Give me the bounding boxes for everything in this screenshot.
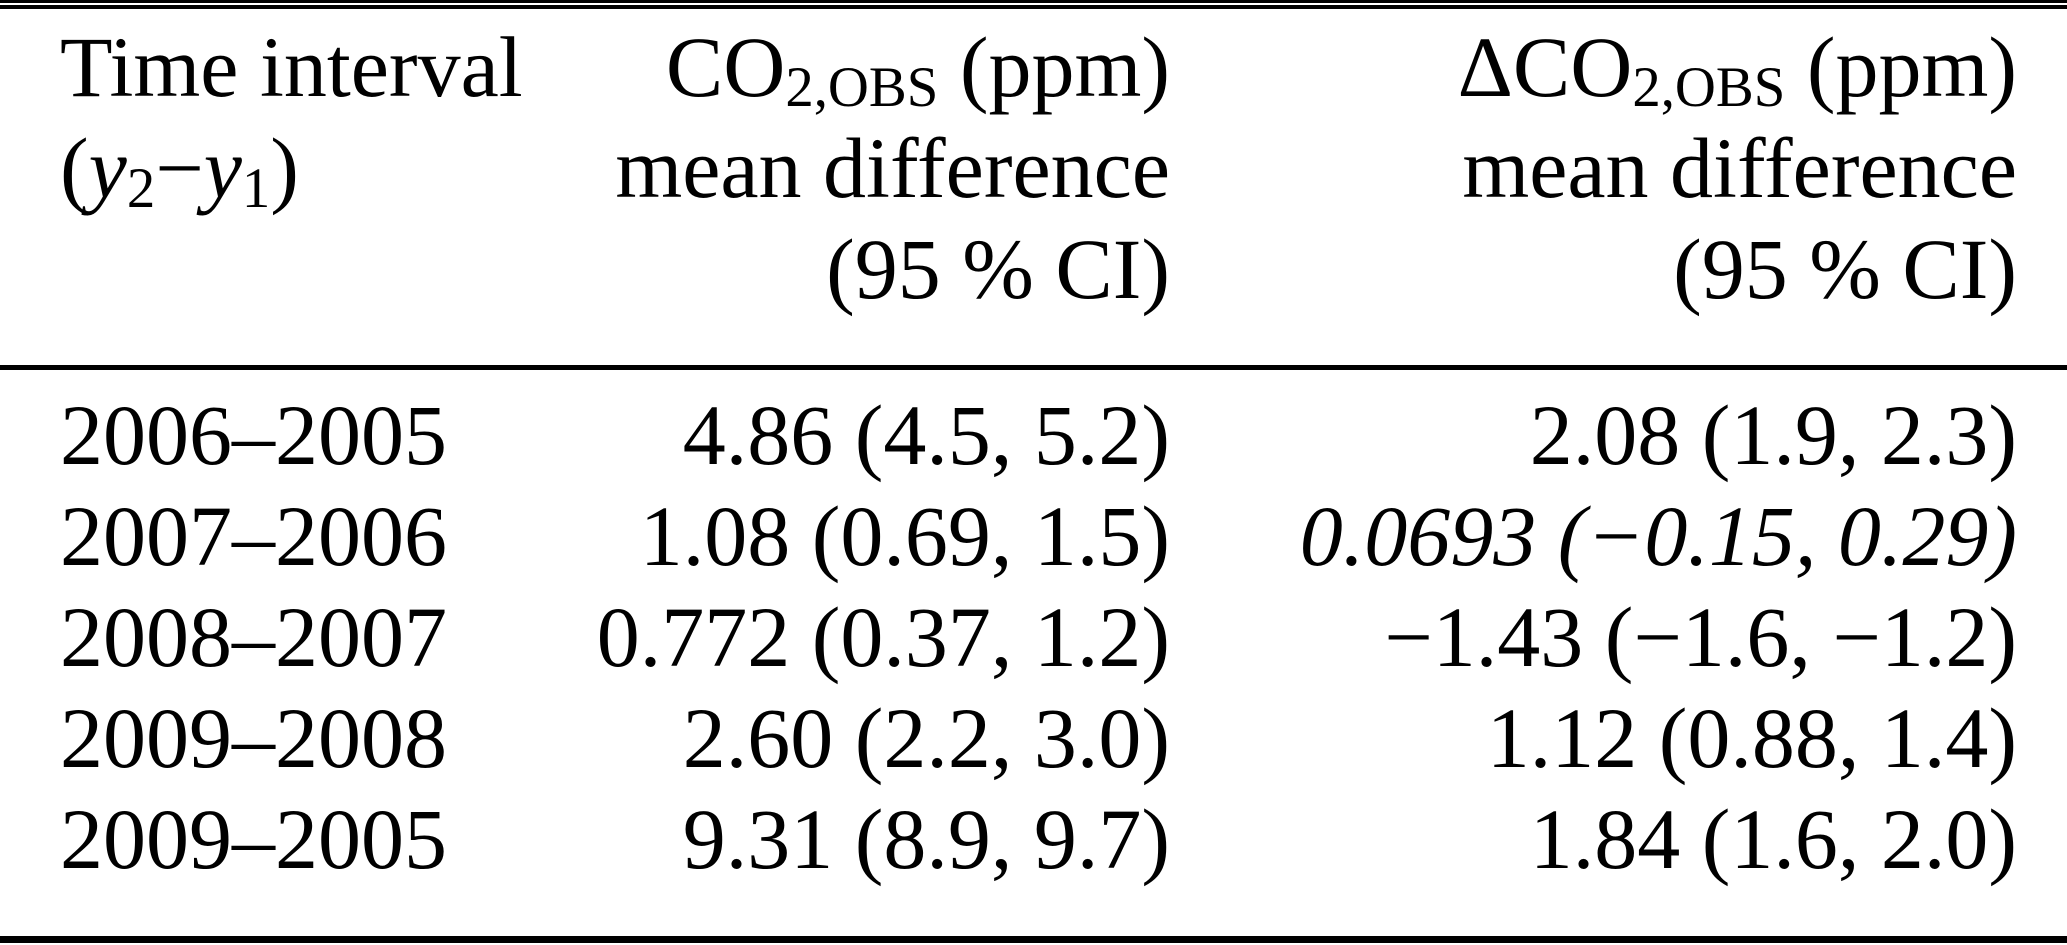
delta-co2-label: ΔCO	[1457, 19, 1633, 115]
cell-interval: 2007–2006	[60, 488, 447, 584]
var-y1-subscript: 1	[241, 157, 271, 221]
header-co2-obs-line3: (95 % CI)	[826, 221, 1170, 317]
header-time-interval: Time interval (y2−y1)	[60, 17, 580, 320]
cell-interval: 2009–2005	[60, 791, 447, 887]
minus-sign: −	[155, 120, 204, 216]
cell-interval: 2009–2008	[60, 690, 447, 786]
header-co2-obs-line1: CO2,OBS (ppm)	[580, 17, 1170, 118]
cell-delta-co2-mean-difference: 1.12 (0.88, 1.4)	[1486, 690, 2017, 786]
cell-delta-co2-mean-difference: 2.08 (1.9, 2.3)	[1529, 387, 2017, 483]
table-row: 2007–2006 1.08 (0.69, 1.5) 0.0693 (−0.15…	[0, 486, 2067, 587]
cell-delta-co2-mean-difference: −1.43 (−1.6, −1.2)	[1384, 589, 2017, 685]
cell-co2-mean-difference: 4.86 (4.5, 5.2)	[682, 387, 1170, 483]
cell-co2-mean-difference: 0.772 (0.37, 1.2)	[596, 589, 1170, 685]
paren-close: )	[270, 120, 299, 216]
table-header-row: Time interval (y2−y1) CO2,OBS (ppm) mean…	[0, 17, 2067, 320]
header-delta-co2-obs: ΔCO2,OBS (ppm) mean difference (95 % CI)	[1170, 17, 2017, 320]
header-delta-co2-obs-line3: (95 % CI)	[1673, 221, 2017, 317]
cell-interval: 2008–2007	[60, 589, 447, 685]
table-row: 2006–2005 4.86 (4.5, 5.2) 2.08 (1.9, 2.3…	[0, 385, 2067, 486]
table-bottom-rule	[0, 936, 2067, 943]
table-row: 2009–2008 2.60 (2.2, 3.0) 1.12 (0.88, 1.…	[0, 688, 2067, 789]
table-body: 2006–2005 4.86 (4.5, 5.2) 2.08 (1.9, 2.3…	[0, 385, 2067, 890]
table-mid-rule	[0, 365, 2067, 370]
cell-co2-mean-difference: 9.31 (8.9, 9.7)	[682, 791, 1170, 887]
header-time-interval-line1: Time interval	[60, 19, 523, 115]
paren-open: (	[60, 120, 89, 216]
delta-co2-subscript: 2,OBS	[1632, 56, 1786, 120]
delta-co2-unit: (ppm)	[1785, 19, 2017, 115]
table-row: 2008–2007 0.772 (0.37, 1.2) −1.43 (−1.6,…	[0, 587, 2067, 688]
table-row: 2009–2005 9.31 (8.9, 9.7) 1.84 (1.6, 2.0…	[0, 789, 2067, 890]
header-co2-obs-line2: mean difference	[615, 120, 1170, 216]
var-y2: y	[88, 120, 127, 216]
cell-co2-mean-difference: 2.60 (2.2, 3.0)	[682, 690, 1170, 786]
header-co2-obs: CO2,OBS (ppm) mean difference (95 % CI)	[580, 17, 1170, 320]
cell-interval: 2006–2005	[60, 387, 447, 483]
var-y1: y	[203, 120, 242, 216]
table-top-rule-gap	[0, 3, 2067, 5]
cell-delta-co2-mean-difference: 1.84 (1.6, 2.0)	[1529, 791, 2017, 887]
co2-label: CO	[665, 19, 786, 115]
cell-co2-mean-difference: 1.08 (0.69, 1.5)	[639, 488, 1170, 584]
table-top-rule-outer	[0, 0, 2067, 3]
var-y2-subscript: 2	[126, 157, 156, 221]
header-delta-co2-obs-line1: ΔCO2,OBS (ppm)	[1170, 17, 2017, 118]
table-top-rule-inner	[0, 5, 2067, 9]
co2-subscript: 2,OBS	[785, 56, 939, 120]
co2-unit: (ppm)	[938, 19, 1170, 115]
header-delta-co2-obs-line2: mean difference	[1462, 120, 2017, 216]
cell-delta-co2-mean-difference: 0.0693 (−0.15, 0.29)	[1299, 488, 2017, 584]
header-time-interval-line2: (y2−y1)	[60, 118, 580, 219]
